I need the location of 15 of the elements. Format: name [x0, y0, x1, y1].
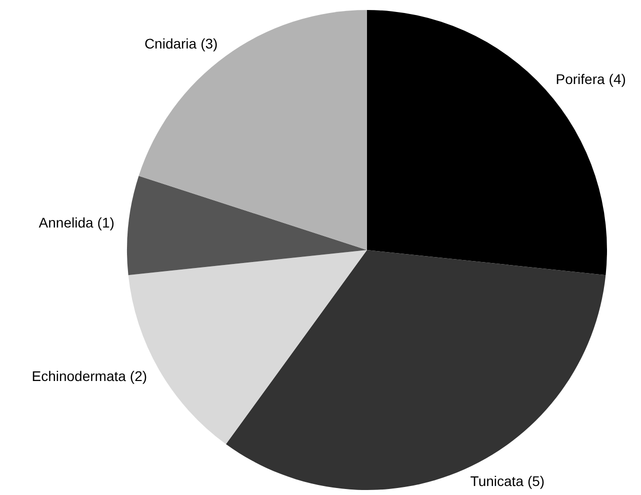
pie-slice: [127, 176, 367, 276]
data-label: (3): [200, 35, 218, 52]
data-label: (2): [130, 368, 148, 384]
pie-slice: [367, 10, 607, 276]
slice-label: Echinodermata: [32, 368, 126, 384]
data-label: (5): [528, 472, 545, 489]
data-label: (4): [608, 70, 626, 87]
pie-slice: [226, 250, 606, 490]
slice-label: Tunicata: [470, 472, 524, 489]
slice-label: Porifera: [556, 70, 605, 87]
pie-slice: [128, 250, 367, 444]
data-label: (1): [97, 214, 114, 230]
slice-label: Cnidaria: [144, 35, 197, 52]
slice-label: Annelida: [38, 214, 94, 230]
pie-slice: [138, 10, 367, 250]
